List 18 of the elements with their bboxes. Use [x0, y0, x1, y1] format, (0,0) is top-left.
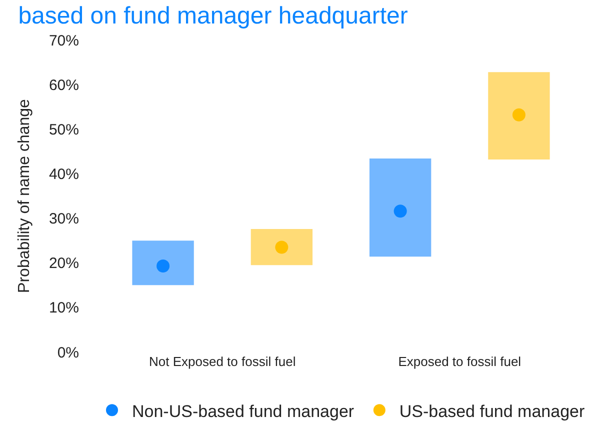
- chart-title: based on fund manager headquarter: [18, 2, 408, 30]
- bar: [369, 158, 432, 257]
- legend-label: Non-US-based fund manager: [132, 402, 354, 421]
- bar: [250, 228, 313, 266]
- legend-label: US-based fund manager: [399, 402, 585, 421]
- y-tick-label: 70%: [48, 32, 79, 50]
- x-tick-label: Not Exposed to fossil fuel: [149, 354, 296, 369]
- y-tick-label: 10%: [48, 300, 79, 317]
- y-tick-label: 60%: [48, 76, 79, 94]
- y-tick-label: 20%: [48, 255, 79, 272]
- bar: [132, 240, 194, 286]
- y-tick-label: 50%: [48, 121, 79, 138]
- y-tick-label: 30%: [48, 210, 79, 228]
- y-axis-title: Probability of name change: [16, 98, 33, 293]
- y-tick-label: 0%: [57, 344, 79, 362]
- bar: [488, 72, 550, 160]
- x-tick-label: Exposed to fossil fuel: [398, 354, 522, 369]
- y-tick-label: 40%: [48, 166, 79, 183]
